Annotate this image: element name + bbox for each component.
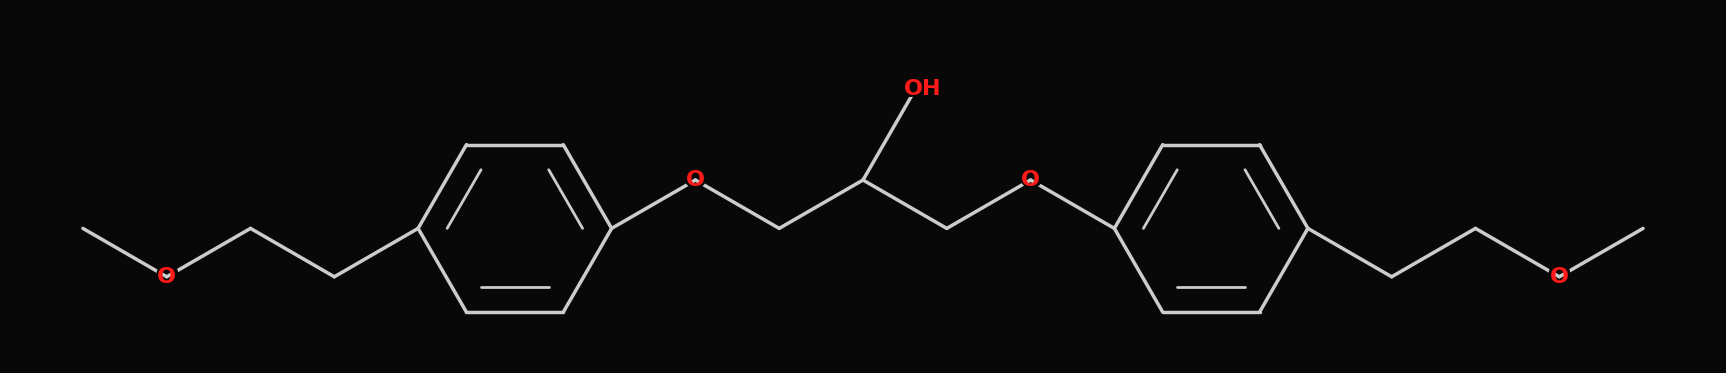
Text: O: O (1022, 170, 1041, 190)
Text: OH: OH (898, 75, 948, 103)
Text: O: O (685, 170, 704, 190)
Text: O: O (154, 263, 180, 291)
Text: O: O (1546, 263, 1572, 291)
Text: O: O (1018, 166, 1043, 194)
Text: O: O (683, 166, 708, 194)
Text: O: O (157, 267, 176, 287)
Text: OH: OH (904, 79, 941, 99)
Text: O: O (1550, 267, 1569, 287)
